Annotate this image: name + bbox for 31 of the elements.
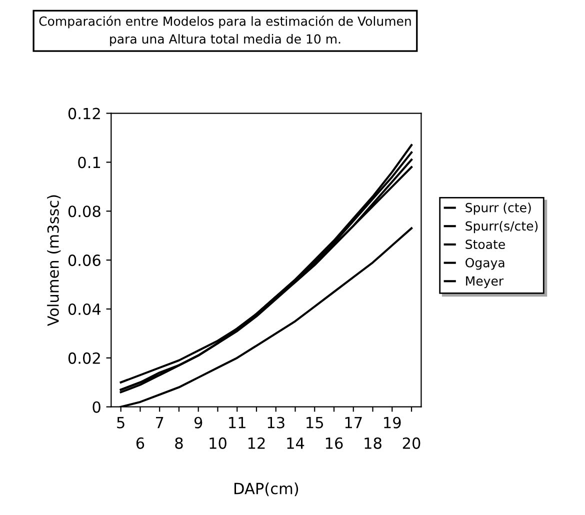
x-tick-label: 8 — [175, 437, 183, 449]
y-tick-label: 0.12 — [68, 108, 100, 120]
x-tick-label: 17 — [345, 417, 362, 428]
x-tick-label: 19 — [384, 416, 401, 428]
x-tick-label: 18 — [364, 437, 382, 449]
x-tick-label: 12 — [248, 437, 265, 449]
legend-label: Meyer — [466, 276, 504, 288]
x-tick-label: 15 — [306, 417, 324, 428]
y-tick-label: 0.06 — [68, 254, 100, 266]
y-tick-label: 0 — [92, 401, 100, 413]
y-tick-label: 0.04 — [68, 303, 101, 316]
x-tick-label: 13 — [268, 416, 284, 428]
chart-title: Comparación entre Modelos para la estimación de Volumen para una Altura total media de 10 m. — [39, 16, 411, 46]
y-tick-label: 0.08 — [68, 206, 100, 218]
x-tick-label: 16 — [326, 437, 343, 449]
y-axis-title: Volumen (m3ssc) — [47, 195, 61, 326]
x-tick-label: 20 — [402, 437, 420, 449]
y-tick-label: 0.02 — [68, 352, 100, 364]
x-axis-title: DAP(cm) — [234, 482, 298, 496]
y-tick-label: 0.1 — [78, 156, 100, 168]
x-tick-label: 9 — [194, 416, 202, 428]
legend-label: Ogaya — [466, 258, 504, 270]
legend-label: Spurr(s/cte) — [466, 221, 538, 234]
legend-label: Spurr (cte) — [466, 202, 531, 215]
x-tick-label: 7 — [156, 417, 164, 428]
x-tick-label: 11 — [229, 417, 246, 428]
legend-label: Stoate — [466, 240, 505, 250]
x-tick-label: 10 — [210, 437, 226, 449]
x-tick-label: 14 — [287, 438, 304, 449]
x-tick-label: 6 — [136, 437, 144, 449]
x-tick-label: 5 — [117, 417, 124, 428]
